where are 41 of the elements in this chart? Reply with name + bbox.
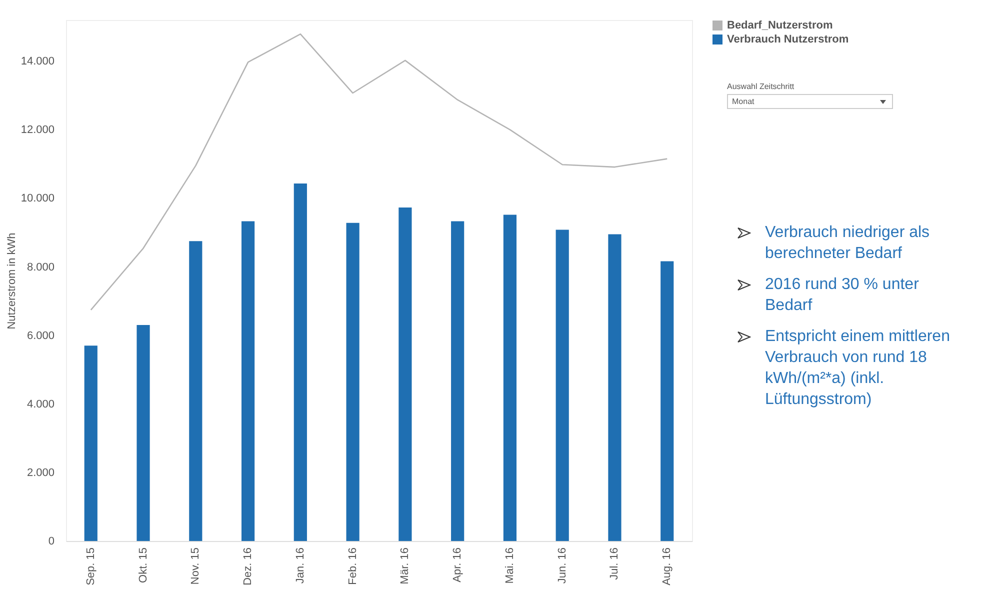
y-tick-label: 12.000 [20,124,54,136]
x-tick-label: Nov. 15 [190,548,202,585]
bar [660,261,674,541]
bar [346,222,360,541]
bar [84,346,98,541]
x-tick-label: Jun. 16 [556,548,568,584]
text: Verbrauch niedriger als berechneter Bedarf [765,224,930,262]
bar [136,325,150,541]
x-tick-label: Mai. 16 [504,548,516,584]
x-tick-label: Jan. 16 [294,548,306,584]
bar [451,221,464,541]
y-tick-label: 2.000 [26,466,54,479]
x-tick-label: Jul. 16 [608,548,621,580]
text: Entspricht einem mittleren Verbrauch von rund 18 kWh/(m²*a) (inkl. Lüftungsstrom) [765,328,950,408]
bar [556,230,569,541]
legend-label: Bedarf_Nutzerstrom [727,20,833,32]
bar [608,234,622,541]
y-tick-label: 6.000 [26,330,54,342]
y-tick-label: 4.000 [26,398,54,410]
dropdown-field: Monat [727,94,893,109]
y-tick-label: 8.000 [26,261,54,274]
bar [294,184,307,541]
y-tick-label: 0 [48,536,54,548]
bar [398,207,412,541]
y-tick-label: 14.000 [20,56,54,68]
y-tick-label: 10.000 [20,192,54,205]
legend-label: Verbrauch Nutzerstrom [727,34,849,46]
line-series [90,33,668,311]
bar [241,221,255,541]
x-tick-label: Okt. 15 [137,548,150,583]
x-tick-label: Dez. 16 [242,548,254,586]
bar [189,241,202,541]
x-tick-label: Mär. 16 [399,548,412,584]
text: 2016 rund 30 % unter Bedarf [765,276,919,314]
text: Auswahl Zeitschritt [727,82,796,91]
x-tick-label: Apr. 16 [452,548,464,582]
y-axis-title: Nutzerstrom in kWh [6,232,18,330]
x-tick-label: Feb. 16 [346,548,359,585]
x-tick-label: Sep. 15 [84,548,97,586]
bar [503,214,517,541]
x-tick-label: Aug. 16 [661,548,674,586]
